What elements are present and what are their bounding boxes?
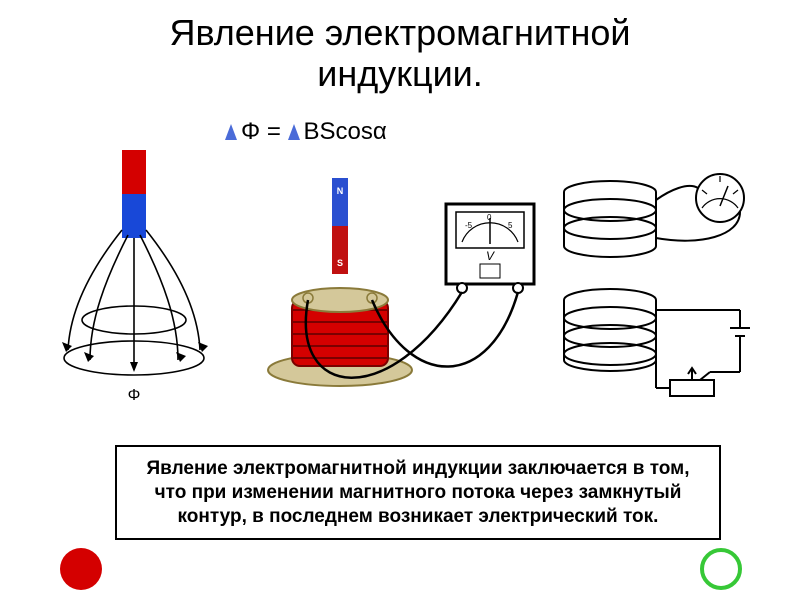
svg-text:-5: -5 bbox=[465, 221, 473, 230]
svg-text:V: V bbox=[486, 249, 495, 263]
diagrams: Φ N S bbox=[50, 150, 750, 430]
delta-icon bbox=[225, 124, 237, 140]
delta-icon bbox=[288, 124, 300, 140]
svg-text:S: S bbox=[337, 258, 343, 268]
formula-text-2: BScosα bbox=[304, 118, 387, 145]
diagram-transformer-circuit bbox=[550, 160, 760, 410]
nav-next-circle[interactable] bbox=[700, 548, 742, 590]
definition-text: Явление электромагнитной индукции заключ… bbox=[115, 445, 721, 540]
diagram-magnet-field: Φ bbox=[50, 150, 220, 410]
slide-title: Явление электромагнитнойиндукции. bbox=[0, 12, 800, 95]
svg-text:Φ: Φ bbox=[128, 387, 141, 404]
formula-text-1: Φ = bbox=[241, 118, 288, 145]
nav-prev-circle[interactable] bbox=[60, 548, 102, 590]
svg-text:N: N bbox=[337, 186, 344, 196]
flux-formula: Φ = BScosα bbox=[225, 118, 387, 146]
svg-text:5: 5 bbox=[508, 221, 513, 230]
diagram-coil-meter: N S -5 0 5 V bbox=[250, 160, 550, 410]
svg-text:0: 0 bbox=[487, 213, 492, 222]
